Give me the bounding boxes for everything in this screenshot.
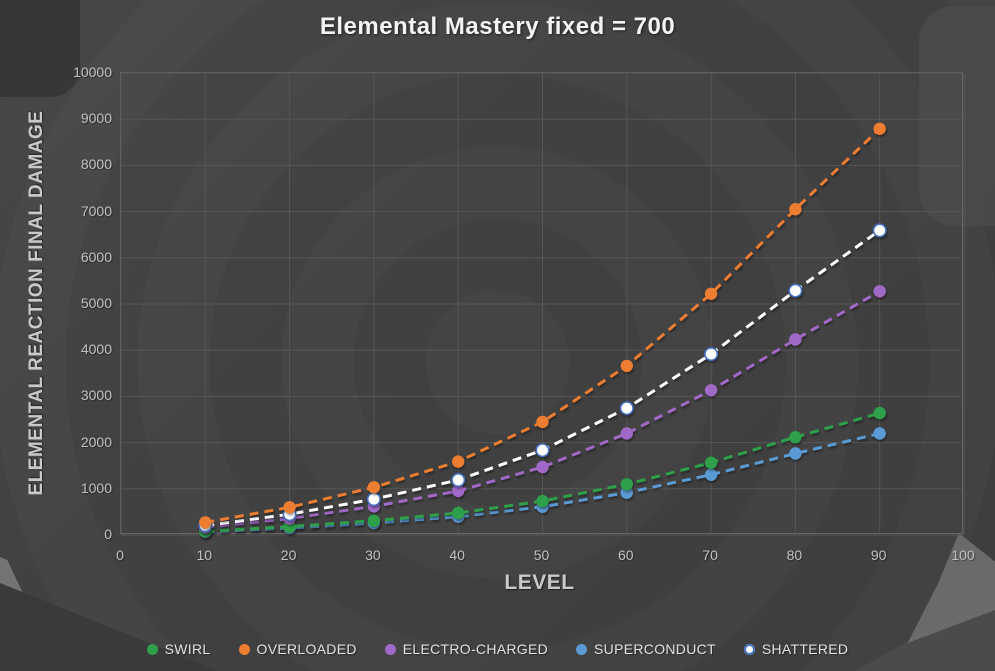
y-tick-label: 4000: [80, 341, 112, 358]
y-tick-label: 0: [104, 526, 112, 542]
legend-marker-swirl: [146, 643, 158, 655]
x-tick-label: 50: [533, 547, 550, 563]
y-tick-label: 7000: [80, 202, 112, 219]
y-tick-label: 6000: [80, 248, 112, 265]
x-axis-title: LEVEL: [504, 571, 575, 594]
y-tick-label: 9000: [80, 110, 112, 127]
x-tick-label: 30: [365, 547, 381, 563]
data-point-swirl: [367, 514, 381, 527]
data-point-overloaded: [536, 415, 549, 429]
x-tick-label: 100: [951, 547, 975, 563]
y-tick-label: 2000: [80, 433, 112, 450]
data-point-overloaded: [199, 516, 212, 529]
data-point-overloaded: [367, 481, 381, 494]
data-point-shattered: [451, 472, 466, 487]
data-point-swirl: [789, 431, 802, 444]
data-point-shattered: [366, 492, 381, 507]
data-point-superconduct: [789, 447, 802, 460]
data-point-swirl: [704, 456, 718, 469]
data-point-shattered: [619, 401, 634, 416]
series-shattered: [198, 223, 887, 533]
data-point-swirl: [873, 406, 886, 420]
plot-area: [120, 72, 965, 539]
y-tick-label: 8000: [80, 156, 112, 173]
x-tick-label: 70: [702, 547, 718, 563]
background-shape-top-left: [0, 0, 80, 97]
data-point-shattered: [535, 443, 550, 458]
background-shape-bottom-left-dark: [0, 583, 218, 671]
series-line-electro-charged: [205, 289, 881, 529]
chart-plot: [120, 72, 965, 539]
legend-item-shattered: SHATTERED: [743, 641, 849, 657]
x-tick-label: 0: [116, 547, 124, 563]
legend-marker-shattered: [743, 643, 755, 655]
data-point-swirl: [620, 478, 633, 491]
y-tick-label: 5000: [80, 295, 112, 311]
data-point-electro-charged: [873, 285, 886, 298]
chart-title: Elemental Mastery fixed = 700: [319, 13, 676, 40]
data-point-overloaded: [283, 501, 296, 514]
chart-legend: SWIRL OVERLOADED ELECTRO-CHARGED SUPERCONDU…: [0, 641, 995, 657]
legend-item-electro-charged: ELECTRO-CHARGED: [384, 641, 549, 657]
legend-label-electro-charged: ELECTRO-CHARGED: [402, 641, 549, 657]
x-tick-label: 40: [449, 547, 465, 563]
legend-label-swirl: SWIRL: [164, 641, 211, 657]
data-point-electro-charged: [704, 384, 718, 397]
data-point-superconduct: [873, 427, 886, 440]
legend-label-superconduct: SUPERCONDUCT: [594, 641, 716, 657]
legend-marker-superconduct: [576, 643, 588, 655]
legend-label-shattered: SHATTERED: [761, 641, 849, 657]
y-tick-label: 1000: [80, 479, 112, 496]
data-point-electro-charged: [789, 333, 802, 346]
y-tick-label: 10000: [73, 64, 112, 80]
data-point-electro-charged: [452, 484, 465, 498]
data-point-overloaded: [873, 122, 886, 135]
legend-item-superconduct: SUPERCONDUCT: [576, 641, 716, 657]
legend-item-swirl: SWIRL: [146, 641, 211, 657]
legend-item-overloaded: OVERLOADED: [238, 641, 357, 657]
y-tick-label: 3000: [80, 387, 112, 404]
x-tick-label: 20: [280, 547, 297, 563]
x-tick-label: 10: [196, 547, 213, 563]
data-point-overloaded: [452, 455, 465, 468]
data-point-shattered: [704, 347, 719, 362]
legend-label-overloaded: OVERLOADED: [256, 641, 357, 657]
x-tick-label: 60: [618, 547, 634, 563]
data-point-overloaded: [620, 359, 633, 373]
background-shape-top-right: [919, 6, 995, 226]
x-tick-label: 90: [870, 547, 887, 563]
legend-marker-electro-charged: [384, 643, 396, 655]
series-overloaded: [199, 122, 886, 529]
legend-marker-overloaded: [238, 643, 250, 655]
data-point-overloaded: [789, 203, 802, 216]
data-point-shattered: [872, 223, 887, 238]
x-tick-label: 80: [786, 547, 803, 563]
data-point-superconduct: [704, 468, 718, 481]
data-point-shattered: [788, 283, 803, 298]
data-point-swirl: [452, 506, 465, 520]
data-point-overloaded: [704, 287, 718, 300]
data-point-electro-charged: [536, 460, 549, 474]
data-point-swirl: [536, 494, 549, 508]
data-point-electro-charged: [620, 427, 633, 440]
